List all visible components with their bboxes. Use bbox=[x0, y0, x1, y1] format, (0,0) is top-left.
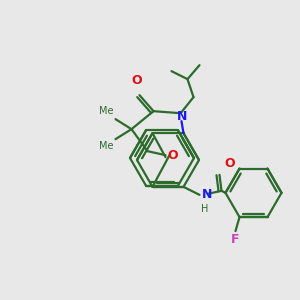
Text: O: O bbox=[131, 74, 142, 87]
Text: N: N bbox=[202, 188, 212, 201]
Text: F: F bbox=[231, 233, 240, 246]
Text: Me: Me bbox=[99, 141, 113, 151]
Text: Me: Me bbox=[99, 106, 113, 116]
Text: N: N bbox=[177, 110, 188, 123]
Text: H: H bbox=[202, 204, 209, 214]
Text: O: O bbox=[167, 149, 178, 162]
Text: O: O bbox=[224, 157, 235, 170]
